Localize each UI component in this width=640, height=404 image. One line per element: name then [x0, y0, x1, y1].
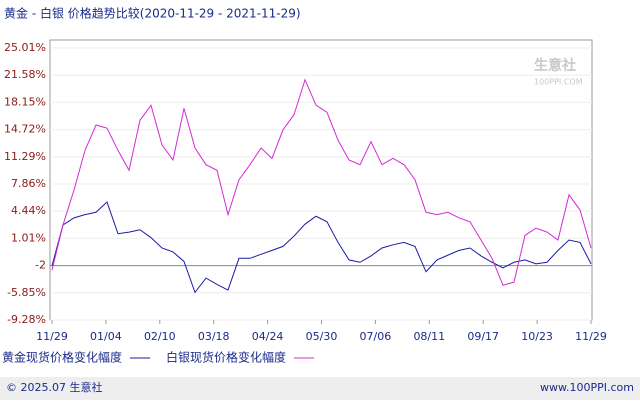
y-tick-label: 21.58%: [4, 68, 46, 81]
x-tick-label: 11/29: [575, 330, 607, 343]
y-tick-label: 7.86%: [11, 177, 46, 190]
x-tick-label: 07/06: [360, 330, 392, 343]
y-tick-label: 18.15%: [4, 95, 46, 108]
legend-label: 白银现货价格变化幅度: [166, 350, 286, 365]
footer-copyright: © 2025.07 生意社: [6, 380, 102, 394]
y-tick-label: -5.85%: [7, 286, 46, 299]
x-tick-label: 01/04: [90, 330, 122, 343]
y-tick-label: 25.01%: [4, 41, 46, 54]
footer-site: www.100PPI.com: [540, 381, 634, 394]
legend-label: 黄金现货价格变化幅度: [2, 350, 122, 365]
x-tick-label: 09/17: [467, 330, 499, 343]
y-tick-label: 1.01%: [11, 231, 46, 244]
y-tick-label: 4.44%: [11, 204, 46, 217]
x-tick-label: 04/24: [252, 330, 284, 343]
y-tick-label: -2: [35, 259, 46, 272]
watermark-site: 100PPI.COM: [534, 78, 583, 87]
y-tick-label: 14.72%: [4, 123, 46, 136]
x-tick-label: 05/30: [306, 330, 338, 343]
x-tick-label: 02/10: [144, 330, 176, 343]
x-tick-label: 03/18: [198, 330, 230, 343]
series-line: [51, 201, 592, 294]
chart-title: 黄金 - 白银 价格趋势比较(2020-11-29 - 2021-11-29): [4, 6, 301, 21]
y-tick-label: -9.28%: [7, 313, 46, 326]
x-tick-label: 11/29: [36, 330, 68, 343]
watermark: 生意社: [534, 57, 576, 74]
x-tick-label: 10/23: [521, 330, 553, 343]
x-tick-label: 08/11: [413, 330, 445, 343]
y-tick-label: 11.29%: [4, 150, 46, 163]
series-line: [51, 78, 592, 286]
footer-bar: [0, 377, 640, 400]
